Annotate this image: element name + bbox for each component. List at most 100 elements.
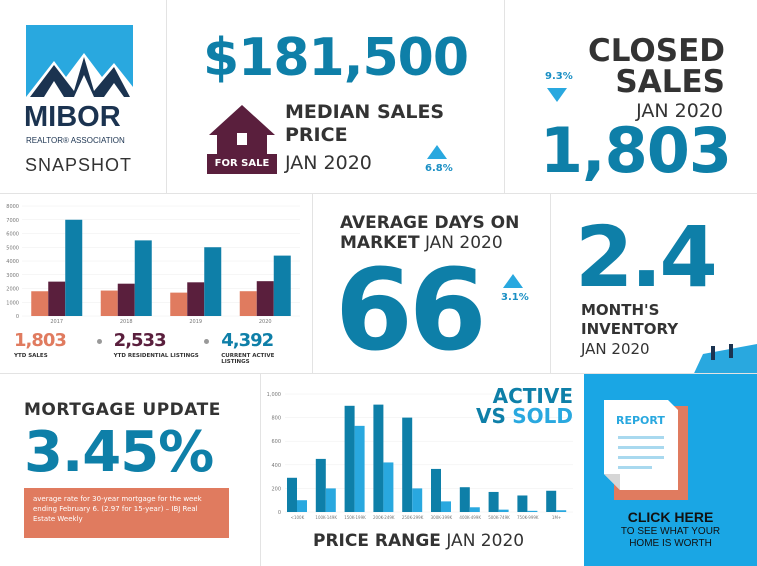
inventory-panel: 2.4 MONTH'S INVENTORY JAN 2020 <box>551 194 757 373</box>
ytd-stat: 2,533 YTD RESIDENTIAL LISTINGS <box>114 330 205 359</box>
ytd-bar-chart: 0 1000 2000 3000 4000 5000 6000 7000 8000 2017 201… <box>6 204 300 325</box>
divider <box>260 373 261 566</box>
x-tick-label: 2017 <box>50 319 63 324</box>
price-bar <box>287 477 297 512</box>
price-bar <box>431 468 441 512</box>
median-price-value: $181,500 <box>203 28 469 88</box>
y-tick-label: 1000 <box>6 300 19 306</box>
down-arrow-icon <box>547 88 567 102</box>
mortgage-title: MORTGAGE UPDATE <box>24 400 221 420</box>
price-bar <box>556 510 567 512</box>
logo-panel: MIBOR REALTOR® ASSOCIATION SNAPSHOT <box>0 0 166 193</box>
ytd-bar <box>100 290 118 316</box>
vs-label: VS <box>475 404 506 428</box>
closed-change: 9.3% <box>545 71 573 82</box>
ytd-bar <box>134 240 152 316</box>
separator-dot <box>96 339 102 344</box>
x-tick-label: 100K-149K <box>315 515 337 520</box>
ytd-bar <box>117 283 135 316</box>
price-bar <box>297 500 307 512</box>
ytd-bar <box>273 255 291 316</box>
y-tick-label: 4000 <box>6 259 19 265</box>
ytd-sales-label: YTD SALES <box>14 353 48 359</box>
brand-subtitle: REALTOR® ASSOCIATION <box>26 136 125 145</box>
price-bar <box>325 488 336 512</box>
divider <box>0 193 757 194</box>
ytd-bar <box>48 281 66 316</box>
mibor-logo-icon[interactable] <box>26 25 133 97</box>
days-on-market-panel: AVERAGE DAYS ON MARKET JAN 2020 66 3.1% <box>313 194 550 373</box>
days-title-line2: MARKET <box>340 233 420 253</box>
x-tick-label: 500K-749K <box>488 515 510 520</box>
ytd-stat: 1,803 YTD SALES <box>14 330 97 359</box>
report-label: REPORT <box>616 414 665 427</box>
ytd-bar <box>31 291 49 316</box>
price-bar <box>412 488 423 512</box>
brand-name: MIBOR <box>24 101 121 133</box>
x-tick-label: 150K-199K <box>344 515 366 520</box>
mortgage-value: 3.45% <box>24 420 214 485</box>
calendar-icon <box>689 344 757 373</box>
days-title-line1: AVERAGE DAYS ON <box>340 213 520 233</box>
price-bar <box>344 405 355 512</box>
report-document-icon[interactable]: REPORT <box>604 400 688 500</box>
report-cta-panel[interactable]: REPORT CLICK HERE TO SEE WHAT YOUR HOME … <box>584 374 757 566</box>
price-bar <box>354 425 365 512</box>
price-bar <box>315 458 326 512</box>
y-tick-label: 5000 <box>6 245 19 251</box>
separator-dot <box>204 339 210 344</box>
inventory-period: JAN 2020 <box>581 340 650 358</box>
ytd-bar <box>256 281 274 316</box>
x-tick-label: 300K-399K <box>431 515 453 520</box>
vs-sold-row: VS SOLD <box>476 404 573 428</box>
divider <box>550 193 551 373</box>
x-tick-label: 400K-499K <box>459 515 481 520</box>
active-listings-value: 4,392 <box>221 330 274 351</box>
y-tick-label: 800 <box>271 416 281 422</box>
ytd-stats: 1,803 YTD SALES 2,533 YTD RESIDENTIAL LI… <box>14 330 304 365</box>
price-range-period: JAN 2020 <box>446 531 525 551</box>
x-tick-label: 750K-999K <box>517 515 539 520</box>
closed-title-line1: CLOSED <box>588 33 725 69</box>
ytd-listings-label: YTD RESIDENTIAL LISTINGS <box>113 353 199 359</box>
divider <box>166 0 167 193</box>
active-label: ACTIVE <box>492 384 573 408</box>
price-range-title: PRICE RANGE <box>313 531 441 551</box>
cta-sub-line1: TO SEE WHAT YOUR <box>620 526 721 537</box>
x-tick-label: 250K-299K <box>402 515 424 520</box>
closed-period: JAN 2020 <box>636 100 723 122</box>
median-change: 6.8% <box>425 163 453 174</box>
days-period: JAN 2020 <box>424 233 503 253</box>
price-bar <box>469 507 480 512</box>
median-title-line1: MEDIAN SALES <box>285 101 445 123</box>
divider <box>0 373 757 374</box>
y-tick-label: 0 <box>16 314 19 320</box>
x-tick-label: <100K <box>291 515 305 520</box>
y-tick-label: 200 <box>271 486 281 492</box>
ytd-bar <box>170 292 188 316</box>
y-tick-label: 3000 <box>6 273 19 279</box>
mortgage-note: average rate for 30-year mortgage for th… <box>24 488 229 538</box>
click-here-label[interactable]: CLICK HERE <box>627 509 714 525</box>
snapshot-label: SNAPSHOT <box>25 155 133 175</box>
x-tick-label: 2018 <box>120 319 133 324</box>
for-sale-sign: FOR SALE <box>207 154 277 174</box>
up-arrow-icon <box>427 145 447 159</box>
y-tick-label: 0 <box>278 510 281 516</box>
ytd-bar <box>239 291 257 316</box>
y-tick-label: 1,000 <box>267 392 281 398</box>
inventory-title-line1: MONTH'S <box>581 301 660 319</box>
median-title-line2: PRICE <box>285 124 348 146</box>
price-bar <box>373 404 384 512</box>
y-tick-label: 600 <box>271 439 281 445</box>
closed-value: 1,803 <box>539 114 732 187</box>
active-listings-label: CURRENT ACTIVE LISTINGS <box>221 353 275 365</box>
days-change: 3.1% <box>501 292 529 303</box>
y-tick-label: 7000 <box>6 218 19 224</box>
price-range-panel: 0 200 400 600 800 1,000 <100K 100K-149K 150K-199… <box>261 374 583 566</box>
up-arrow-icon <box>503 274 523 288</box>
x-tick-label: 1M+ <box>552 515 561 520</box>
price-bar <box>488 491 499 512</box>
divider <box>312 193 313 373</box>
y-tick-label: 8000 <box>6 204 19 210</box>
